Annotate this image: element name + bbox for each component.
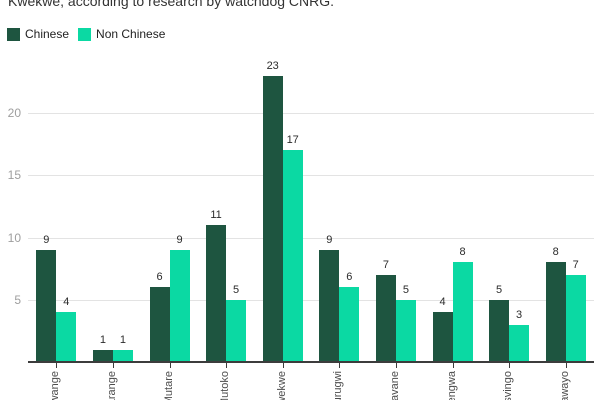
value-label-chinese-shurugwi: 9 bbox=[326, 233, 333, 246]
value-label-non-chinese-mutare: 9 bbox=[176, 233, 183, 246]
value-label-non-chinese-zvishavane: 5 bbox=[402, 283, 409, 296]
x-label-mutoko: Mutoko bbox=[219, 371, 232, 400]
value-label-non-chinese-marange: 1 bbox=[119, 333, 126, 346]
x-label-masvingo: Masvingo bbox=[502, 371, 515, 400]
bar-non-chinese-mutare bbox=[169, 249, 190, 362]
x-axis-tick-hwange bbox=[56, 363, 58, 368]
value-label-chinese-mberengwa: 4 bbox=[439, 296, 446, 309]
bar-non-chinese-kwekwe bbox=[282, 150, 303, 362]
bar-non-chinese-mberengwa bbox=[452, 262, 473, 362]
gridline-10 bbox=[28, 237, 594, 239]
legend-swatch-chinese-icon bbox=[7, 28, 20, 41]
legend-label-non-chinese: Non Chinese bbox=[96, 27, 166, 41]
x-label-zvishavane: Zvishavane bbox=[388, 371, 401, 400]
bar-non-chinese-zvishavane bbox=[395, 299, 416, 362]
x-axis-tick-mutare bbox=[169, 363, 171, 368]
value-label-non-chinese-hwange: 4 bbox=[63, 296, 70, 309]
gridline-15 bbox=[28, 175, 594, 177]
bar-non-chinese-bulawayo bbox=[565, 274, 586, 362]
legend-swatch-non-chinese-icon bbox=[78, 28, 92, 41]
x-axis-tick-masvingo bbox=[509, 363, 511, 368]
value-label-non-chinese-bulawayo: 7 bbox=[572, 258, 579, 271]
x-label-hwange: Hwange bbox=[49, 371, 62, 400]
bar-chinese-mutare bbox=[149, 287, 170, 362]
bar-chinese-zvishavane bbox=[375, 274, 396, 362]
x-axis-tick-shurugwi bbox=[339, 363, 341, 368]
bar-chinese-masvingo bbox=[489, 299, 510, 362]
value-label-chinese-zvishavane: 7 bbox=[382, 258, 389, 271]
value-label-non-chinese-shurugwi: 6 bbox=[346, 271, 353, 284]
bar-chinese-marange bbox=[92, 349, 113, 362]
x-label-kwekwe: Kwekwe bbox=[275, 371, 288, 400]
bar-chinese-shurugwi bbox=[319, 249, 340, 362]
gridline-20 bbox=[28, 113, 594, 114]
legend: Chinese Non Chinese bbox=[7, 28, 165, 41]
x-label-mutare: Mutare bbox=[162, 371, 175, 400]
value-label-chinese-masvingo: 5 bbox=[496, 283, 503, 296]
bar-chinese-bulawayo bbox=[545, 262, 566, 362]
value-label-chinese-hwange: 9 bbox=[43, 233, 50, 246]
bar-chinese-hwange bbox=[36, 249, 57, 362]
x-label-bulawayo: Bulawayo bbox=[558, 371, 571, 400]
bar-non-chinese-mutoko bbox=[226, 299, 247, 362]
y-axis-tick-15: 15 bbox=[7, 168, 21, 183]
y-axis-tick-5: 5 bbox=[14, 292, 21, 307]
value-label-chinese-mutare: 6 bbox=[156, 271, 163, 284]
value-label-chinese-bulawayo: 8 bbox=[552, 246, 559, 259]
bar-chinese-kwekwe bbox=[262, 75, 283, 362]
bar-non-chinese-masvingo bbox=[509, 324, 530, 362]
value-label-chinese-mutoko: 11 bbox=[210, 209, 222, 222]
value-label-chinese-marange: 1 bbox=[99, 333, 106, 346]
value-label-non-chinese-mberengwa: 8 bbox=[459, 246, 466, 259]
bar-chinese-mberengwa bbox=[432, 312, 453, 362]
y-axis-tick-10: 10 bbox=[7, 230, 21, 245]
y-axis-tick-20: 20 bbox=[7, 106, 21, 120]
x-label-shurugwi: Shurugwi bbox=[332, 371, 345, 400]
value-label-non-chinese-kwekwe: 17 bbox=[286, 134, 299, 147]
value-label-chinese-kwekwe: 23 bbox=[266, 59, 279, 72]
x-label-marange: Marange bbox=[105, 371, 118, 400]
chart-title: Kwekwe, according to research by watchdo… bbox=[8, 0, 335, 9]
value-label-non-chinese-mutoko: 5 bbox=[233, 283, 240, 296]
x-axis-tick-kwekwe bbox=[282, 363, 284, 368]
x-axis-tick-marange bbox=[112, 363, 114, 368]
x-axis-tick-mberengwa bbox=[452, 363, 454, 368]
bar-non-chinese-marange bbox=[112, 349, 133, 362]
bar-non-chinese-hwange bbox=[56, 312, 77, 362]
value-label-non-chinese-masvingo: 3 bbox=[516, 308, 523, 321]
x-axis-tick-zvishavane bbox=[395, 363, 397, 368]
x-axis-line bbox=[28, 361, 594, 363]
x-axis-tick-mutoko bbox=[226, 363, 228, 368]
gridline-5 bbox=[28, 299, 594, 301]
x-label-mberengwa: Mberengwa bbox=[445, 371, 458, 400]
bar-chinese-mutoko bbox=[206, 225, 227, 362]
bar-non-chinese-shurugwi bbox=[339, 287, 360, 362]
legend-label-chinese: Chinese bbox=[25, 27, 70, 41]
x-axis-tick-bulawayo bbox=[565, 363, 567, 368]
legend-item-chinese: Chinese bbox=[7, 28, 69, 41]
legend-item-non-chinese: Non Chinese bbox=[78, 28, 165, 41]
